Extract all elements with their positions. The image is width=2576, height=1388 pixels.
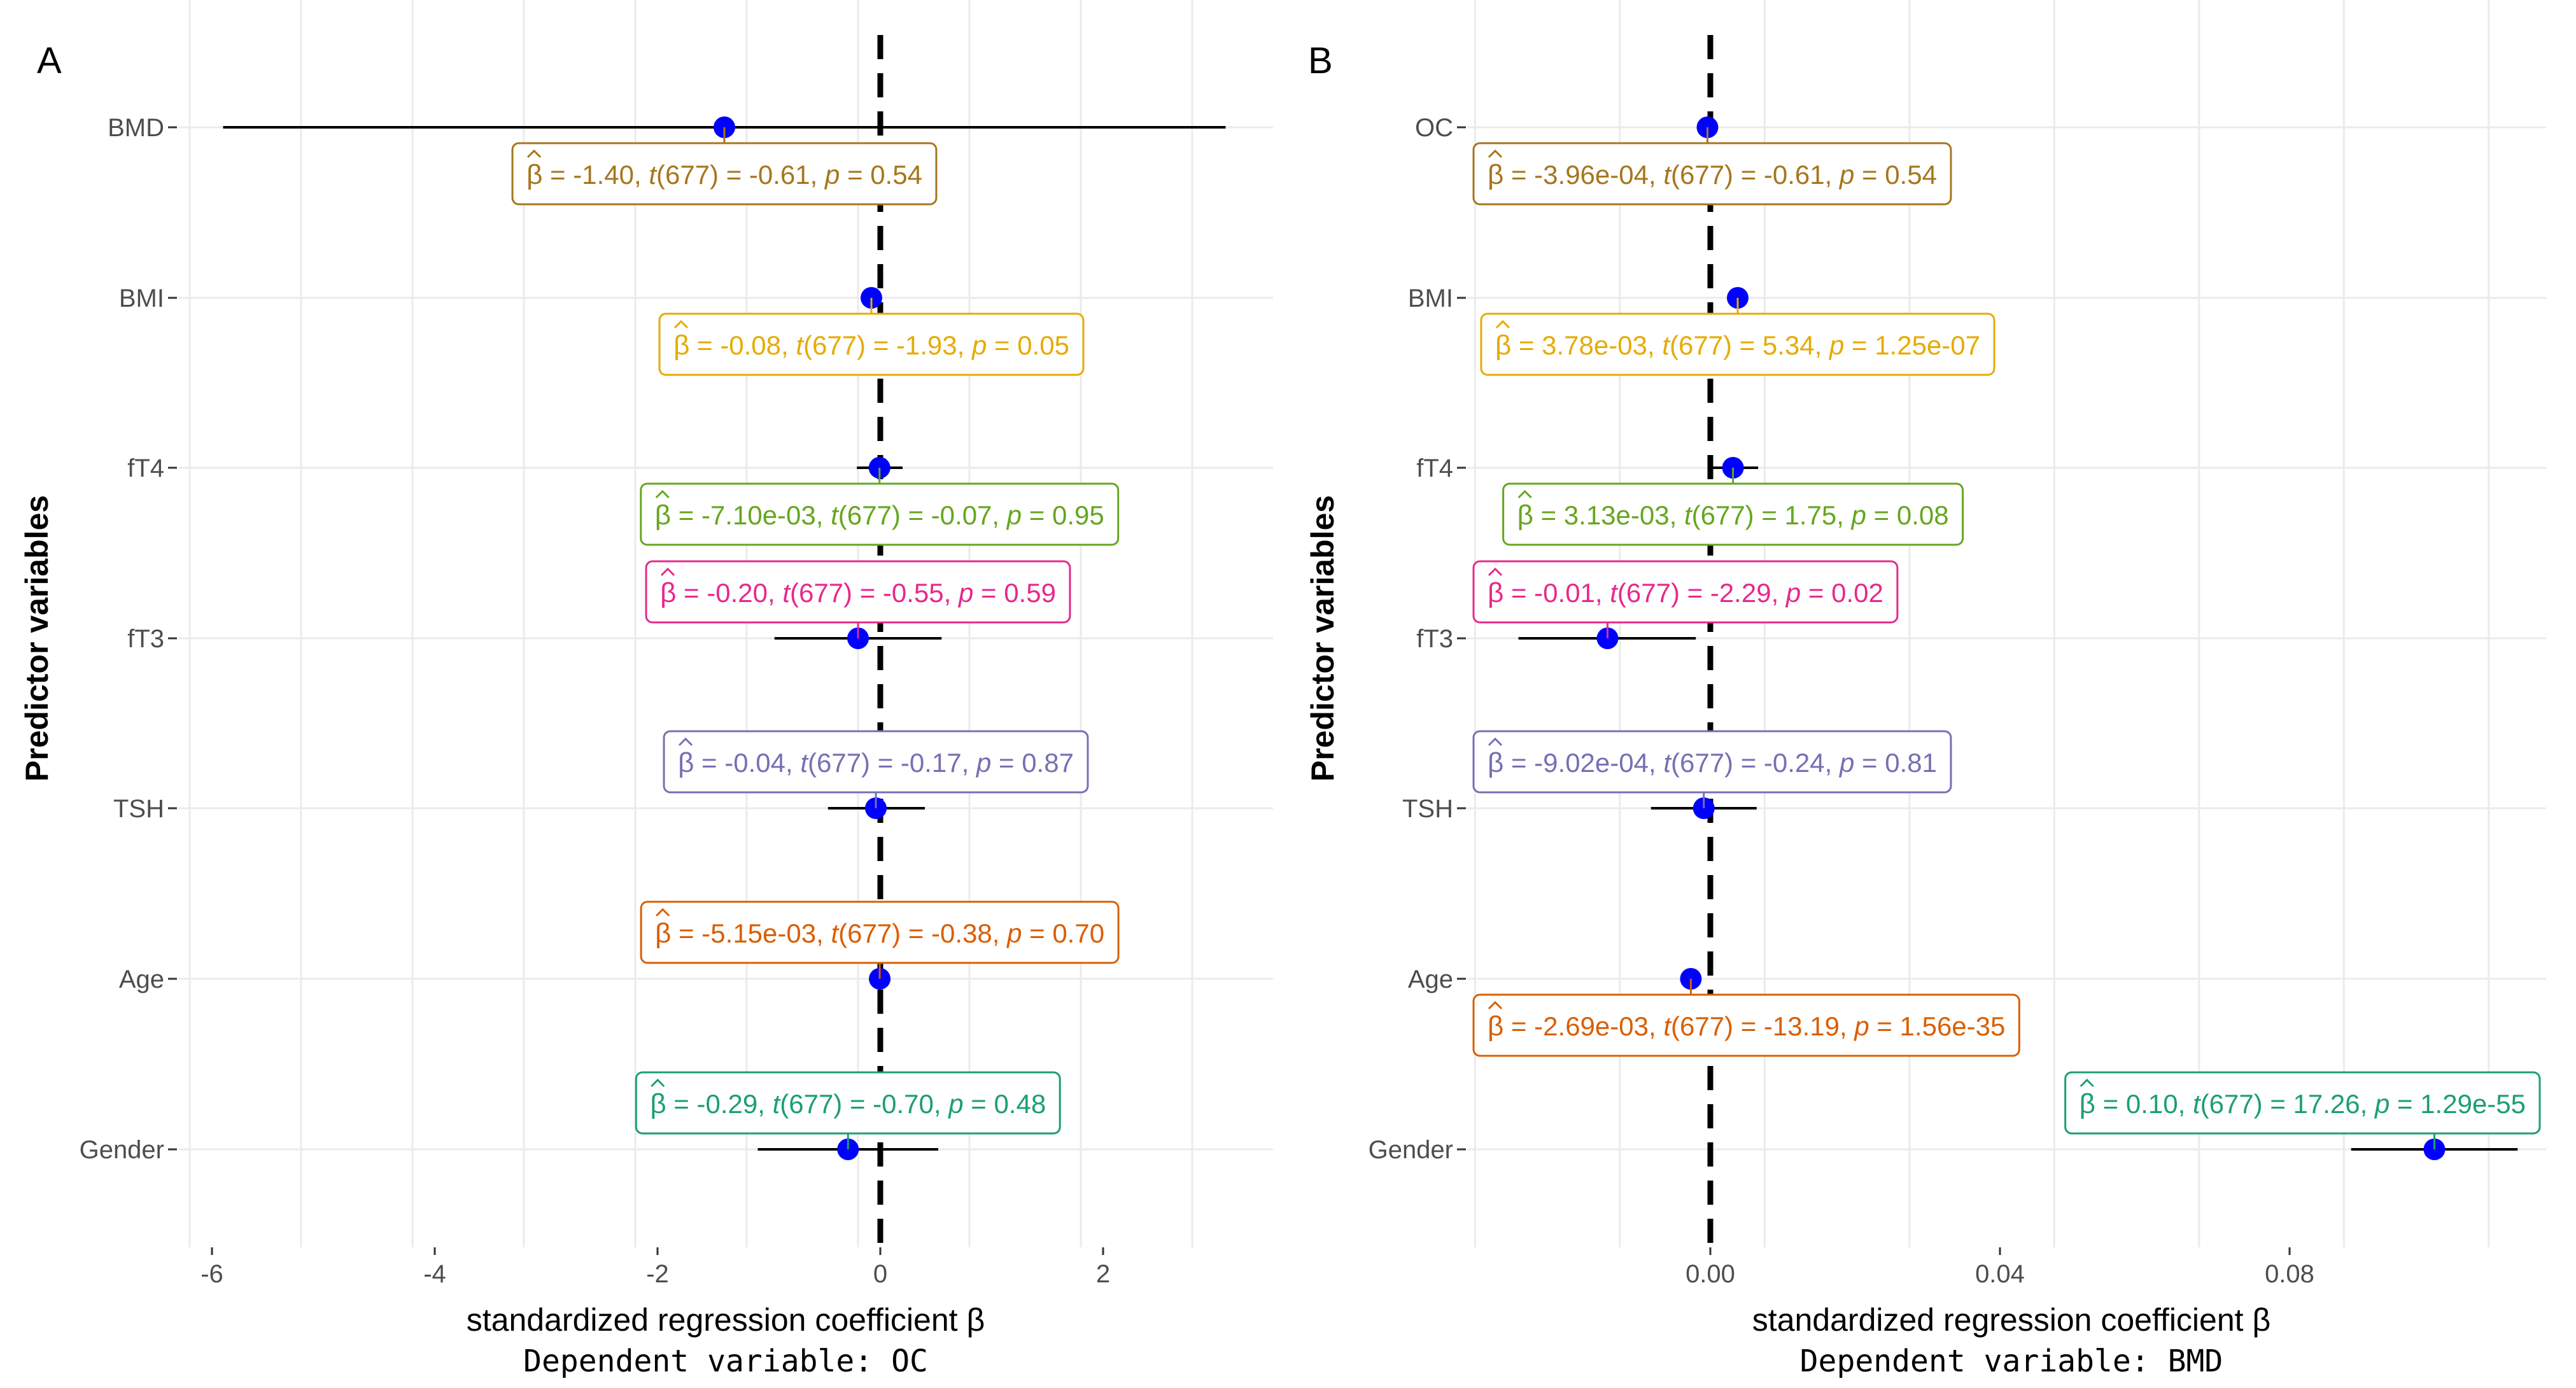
x-tick-label: -2 <box>646 1260 669 1288</box>
y-tick-label: fT3 <box>127 625 164 653</box>
x-axis-subtitle: Dependent variable: BMD <box>1800 1343 2223 1379</box>
beta-hat <box>1517 489 1532 499</box>
coef-label-box <box>1472 993 2020 1057</box>
y-tick-label: Gender <box>80 1136 164 1164</box>
coef-label: β = -1.40, t(677) = -0.61, p = 0.54 <box>511 127 938 206</box>
x-tick-label: 0.08 <box>2265 1260 2314 1288</box>
coef-label-text: β = 3.78e-03, t(677) = 5.34, p = 1.25e-0… <box>1495 330 1980 361</box>
beta-hat <box>673 319 689 329</box>
beta-hat <box>1488 149 1503 158</box>
beta-hat <box>2080 1078 2094 1088</box>
beta-hat <box>655 489 670 499</box>
panel-letter: B <box>1308 40 1333 81</box>
x-axis-title: standardized regression coefficient β <box>1752 1302 2270 1338</box>
coef-label: β = -0.20, t(677) = -0.55, p = 0.59 <box>645 560 1071 638</box>
x-axis-title: standardized regression coefficient β <box>467 1302 985 1338</box>
y-tick-label: TSH <box>113 795 164 823</box>
panel-letter: A <box>37 40 62 81</box>
y-axis-title: Predictor variables <box>19 495 55 782</box>
x-tick-label: 2 <box>1096 1260 1110 1288</box>
coef-label-text: β = -0.08, t(677) = -1.93, p = 0.05 <box>673 330 1069 361</box>
coef-label: β = -5.15e-03, t(677) = -0.38, p = 0.70 <box>640 901 1120 979</box>
coef-label: β = -3.96e-04, t(677) = -0.61, p = 0.54 <box>1472 127 1952 206</box>
beta-hat <box>660 567 675 577</box>
y-tick-label: fT4 <box>1416 454 1453 482</box>
coef-label-text: β = 0.10, t(677) = 17.26, p = 1.29e-55 <box>2080 1088 2526 1119</box>
coef-label: β = 3.78e-03, t(677) = 5.34, p = 1.25e-0… <box>1480 298 1995 376</box>
x-tick-label: -4 <box>423 1260 446 1288</box>
y-tick-label: Age <box>119 965 164 993</box>
coef-label-text: β = -2.69e-03, t(677) = -13.19, p = 1.56… <box>1488 1011 2005 1042</box>
x-tick-label: 0.00 <box>1686 1260 1735 1288</box>
coef-label: β = -7.10e-03, t(677) = -0.07, p = 0.95 <box>640 468 1120 546</box>
y-tick-label: fT3 <box>1416 625 1453 653</box>
coef-label: β = -0.08, t(677) = -1.93, p = 0.05 <box>658 298 1085 376</box>
coef-label: β = -0.29, t(677) = -0.70, p = 0.48 <box>635 1071 1061 1149</box>
coef-label: β = -0.01, t(677) = -2.29, p = 0.02 <box>1472 560 1899 638</box>
panel-B: B OC BMI fT4 fT3 TSH Age Gender 0.00 0.04 0.08 Pred… <box>1305 0 2546 1379</box>
coef-label-text: β = -5.15e-03, t(677) = -0.38, p = 0.70 <box>655 918 1104 949</box>
coef-label-text: β = -7.10e-03, t(677) = -0.07, p = 0.95 <box>655 500 1104 531</box>
coef-label-text: β = -1.40, t(677) = -0.61, p = 0.54 <box>526 159 922 190</box>
coef-label-text: β = -0.20, t(677) = -0.55, p = 0.59 <box>660 577 1056 608</box>
coef-label-text: β = -0.04, t(677) = -0.17, p = 0.87 <box>678 747 1074 778</box>
y-tick-label: TSH <box>1402 795 1453 823</box>
coef-label: β = 3.13e-03, t(677) = 1.75, p = 0.08 <box>1502 468 1964 546</box>
beta-hat <box>651 1078 665 1088</box>
panel-A: A BMD BMI fT4 fT3 TSH Age Gender -6 -4 -2 0 2 Predict… <box>19 0 1273 1379</box>
coef-label-text: β = -9.02e-04, t(677) = -0.24, p = 0.81 <box>1488 747 1937 778</box>
coef-label-text: β = -0.01, t(677) = -2.29, p = 0.02 <box>1488 577 1883 608</box>
beta-hat <box>1488 1000 1503 1010</box>
y-tick-label: BMI <box>1408 284 1453 312</box>
y-tick-label: BMI <box>119 284 164 312</box>
coef-label: β = -2.69e-03, t(677) = -13.19, p = 1.56… <box>1472 979 2020 1057</box>
beta-hat <box>656 908 670 917</box>
beta-hat <box>1488 567 1503 577</box>
beta-hat <box>527 149 542 158</box>
coef-label: β = -0.04, t(677) = -0.17, p = 0.87 <box>663 730 1089 808</box>
x-tick-label: -6 <box>201 1260 223 1288</box>
beta-hat <box>1488 737 1503 747</box>
coef-label-text: β = -0.29, t(677) = -0.70, p = 0.48 <box>650 1088 1046 1119</box>
x-tick-label: 0.04 <box>1975 1260 2025 1288</box>
y-tick-label: Gender <box>1369 1136 1453 1164</box>
y-tick-label: OC <box>1415 114 1453 142</box>
y-tick-label: fT4 <box>127 454 164 482</box>
coef-label-box <box>1472 142 1952 206</box>
coef-label-box <box>1472 730 1952 794</box>
y-tick-label: BMD <box>108 114 164 142</box>
y-tick-label: Age <box>1408 965 1453 993</box>
coef-label-box <box>2064 1071 2541 1135</box>
coef-label-text: β = 3.13e-03, t(677) = 1.75, p = 0.08 <box>1517 500 1949 531</box>
x-axis-subtitle: Dependent variable: OC <box>523 1343 928 1379</box>
coef-label-text: β = -3.96e-04, t(677) = -0.61, p = 0.54 <box>1488 159 1937 190</box>
coef-label-box <box>1472 560 1899 624</box>
beta-hat <box>678 737 693 747</box>
coef-label: β = 0.10, t(677) = 17.26, p = 1.29e-55 <box>2064 1071 2541 1149</box>
y-axis-title: Predictor variables <box>1305 495 1341 782</box>
beta-hat <box>1495 319 1510 329</box>
coef-label: β = -9.02e-04, t(677) = -0.24, p = 0.81 <box>1472 730 1952 808</box>
x-tick-label: 0 <box>873 1260 887 1288</box>
